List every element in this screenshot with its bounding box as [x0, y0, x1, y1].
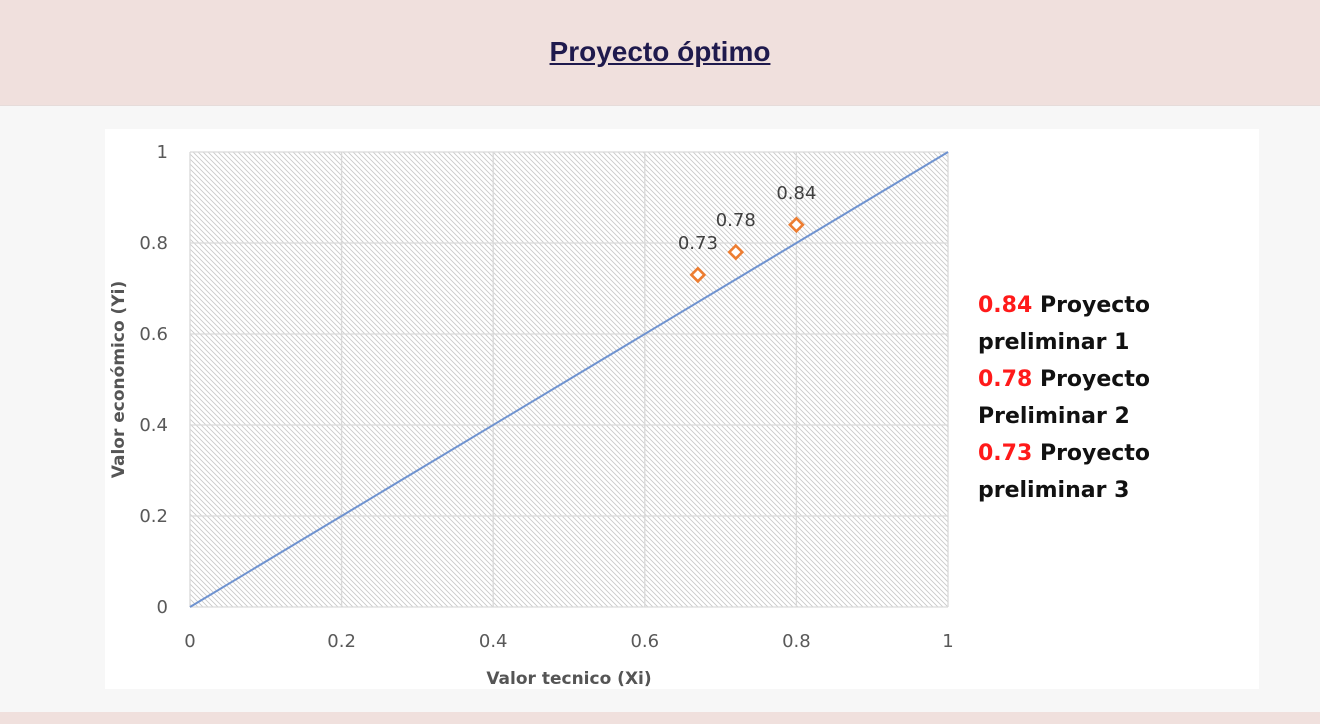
page-title[interactable]: Proyecto óptimo: [549, 36, 771, 67]
y-tick-label: 0.4: [139, 415, 168, 436]
x-tick-label: 0.6: [630, 631, 659, 652]
data-label: 0.78: [716, 210, 756, 231]
y-tick-label: 0: [157, 597, 168, 618]
x-tick-label: 1: [942, 631, 953, 652]
scatter-chart: 0 0.2 0.4 0.6 0.8 1 0 0.2 0.4 0.6 0.8 1 0.730.78 0.8…: [109, 142, 954, 689]
chart-panel: 0 0.2 0.4 0.6 0.8 1 0 0.2 0.4 0.6 0.8 1 0.73 0.78 0.8…: [105, 129, 1259, 689]
legend-value: 0.73: [978, 441, 1033, 466]
y-tick-label: 0.6: [139, 324, 168, 345]
x-tick-label: 0.2: [327, 631, 356, 652]
data-label: 0.84: [776, 183, 816, 204]
footer-band: [0, 712, 1320, 724]
data-point-marker: [727, 243, 745, 261]
y-axis-label: Valor económico (Yi): [109, 281, 129, 478]
legend-value: 0.84: [978, 293, 1033, 318]
tick-labels: 0 0.2 0.4 0.6 0.8 1 0 0.2 0.4 0.6 0.8 1: [139, 142, 953, 652]
x-tick-label: 0.4: [479, 631, 508, 652]
reference-line: [189, 151, 949, 608]
legend-item-3: 0.73 Proyecto preliminar 3: [978, 435, 1248, 509]
y-tick-label: 0.8: [139, 233, 168, 254]
data-point-marker: [788, 216, 805, 234]
legend-value: 0.78: [978, 367, 1033, 392]
chart-legend: 0.84 Proyecto preliminar 1 0.78 Proyecto…: [978, 287, 1248, 509]
x-axis-label: Valor tecnico (Xi): [486, 669, 651, 689]
gridlines: [189, 151, 949, 608]
data-label: 0.73: [678, 233, 718, 254]
legend-text: Proyecto preliminar 1: [978, 293, 1150, 355]
legend-item-1: 0.84 Proyecto preliminar 1: [978, 287, 1248, 361]
page-header: Proyecto óptimo: [0, 0, 1320, 106]
legend-text: Proyecto Preliminar 2: [978, 367, 1150, 429]
x-tick-label: 0: [184, 631, 195, 652]
x-tick-label: 0.8: [782, 631, 811, 652]
legend-item-2: 0.78 Proyecto Preliminar 2: [978, 361, 1248, 435]
legend-text: Proyecto preliminar 3: [978, 441, 1150, 503]
data-points: 0.730.78 0.84: [678, 183, 816, 284]
y-tick-label: 0.2: [139, 506, 168, 527]
y-tick-label: 1: [157, 142, 168, 163]
reference-line-layer: [189, 151, 949, 608]
data-point-marker: [689, 266, 707, 284]
